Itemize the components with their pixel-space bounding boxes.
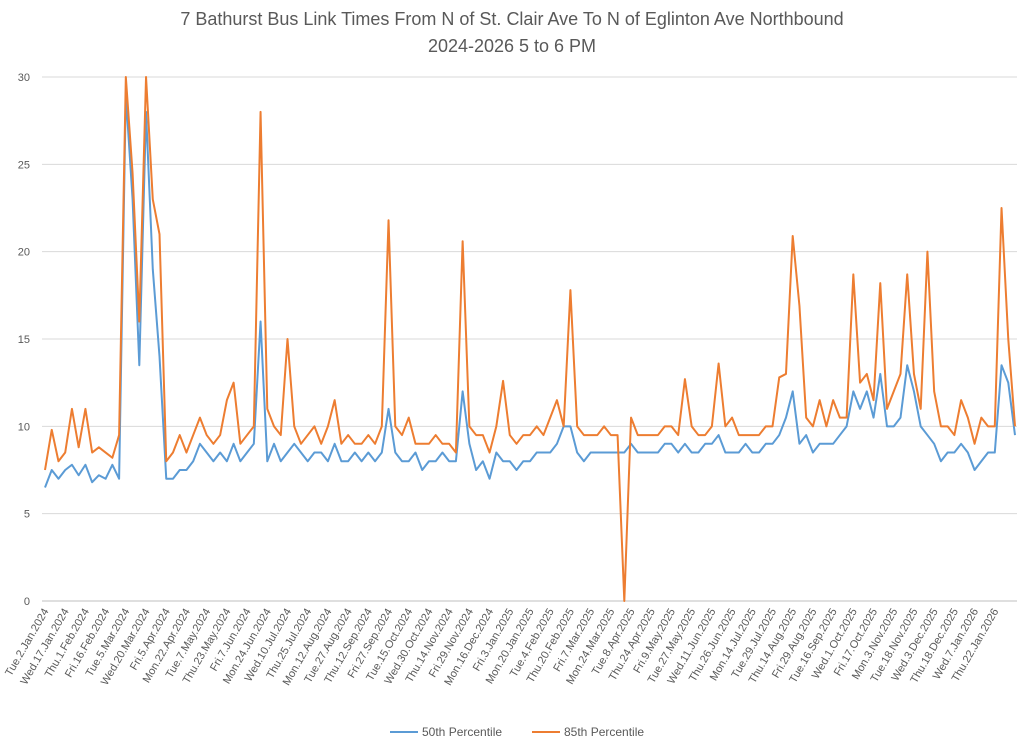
y-tick-label: 5	[24, 509, 30, 521]
y-tick-label: 20	[18, 247, 30, 259]
series-line	[44, 76, 1016, 602]
legend-label: 85th Percentile	[564, 725, 644, 739]
y-tick-label: 25	[18, 159, 30, 171]
chart-subtitle: 2024-2026 5 to 6 PM	[428, 36, 596, 56]
y-tick-label: 30	[18, 72, 30, 84]
y-tick-label: 10	[18, 421, 30, 433]
chart-title: 7 Bathurst Bus Link Times From N of St. …	[180, 9, 843, 29]
legend-label: 50th Percentile	[422, 725, 502, 739]
y-tick-label: 0	[24, 596, 30, 608]
y-tick-label: 15	[18, 334, 30, 346]
series-line	[44, 93, 1016, 488]
